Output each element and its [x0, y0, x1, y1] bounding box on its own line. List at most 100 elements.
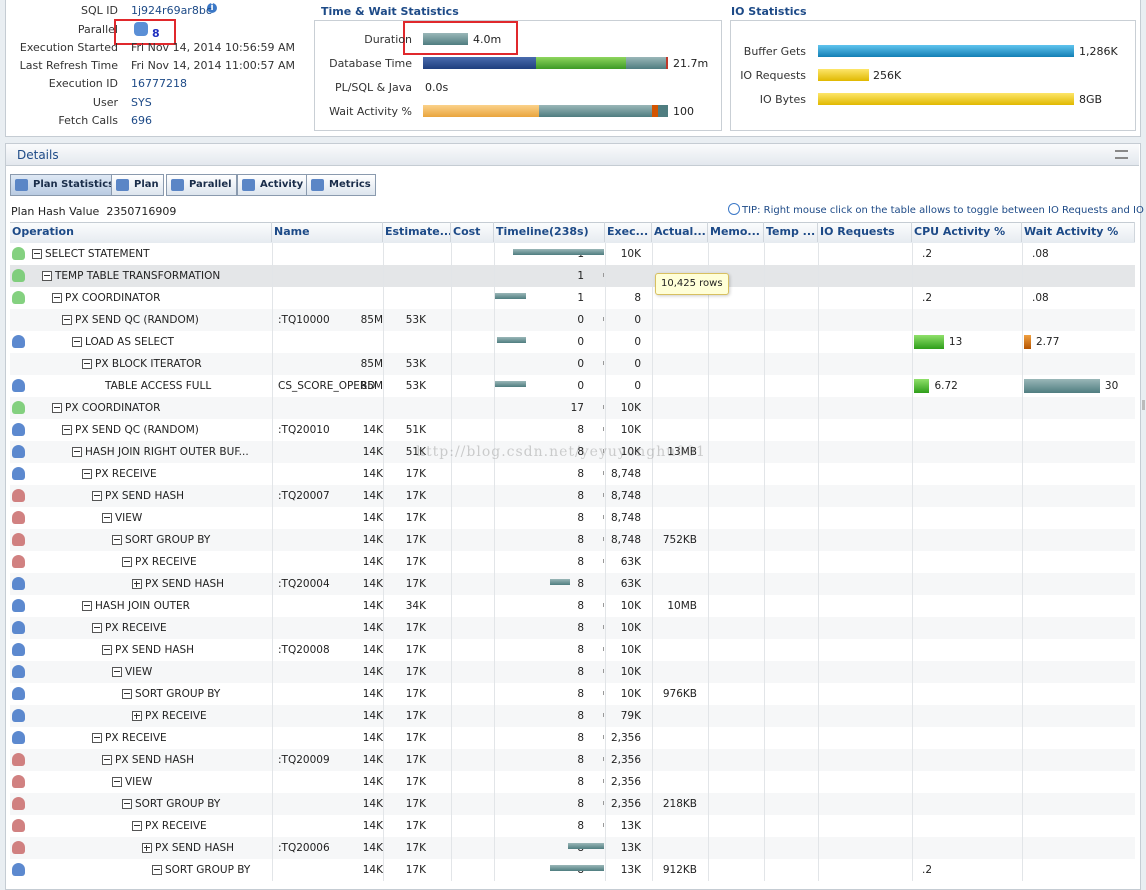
cell-5: 8,748 — [581, 529, 641, 551]
expander[interactable] — [72, 447, 82, 457]
col-sep — [451, 551, 452, 573]
expander[interactable] — [62, 425, 72, 435]
scroll-handle[interactable] — [1142, 400, 1145, 410]
expander[interactable] — [122, 689, 132, 699]
col-sep — [912, 353, 913, 375]
collapse-icon[interactable] — [1115, 150, 1128, 159]
expander[interactable] — [52, 403, 62, 413]
col-sep — [818, 463, 819, 485]
expander[interactable] — [122, 799, 132, 809]
column-header[interactable]: Actual... — [652, 222, 708, 242]
col-sep — [652, 573, 653, 595]
expander[interactable] — [152, 865, 162, 875]
col-sep — [383, 771, 384, 793]
time-label: Duration — [320, 33, 412, 46]
io-bar — [818, 93, 1074, 105]
plan-row[interactable]: PX SEND HASH:TQ2000614K17K813K — [10, 837, 1135, 859]
col-sep — [912, 727, 913, 749]
column-header[interactable]: Temp ... — [764, 222, 818, 242]
expander[interactable] — [92, 733, 102, 743]
expander[interactable] — [82, 359, 92, 369]
expander[interactable] — [92, 491, 102, 501]
tab[interactable]: Plan — [111, 174, 164, 196]
col-sep — [494, 595, 495, 617]
tab[interactable]: Activity — [237, 174, 308, 196]
cell-3: 17K — [366, 705, 426, 727]
col-sep — [764, 353, 765, 375]
cell-4: 1 — [524, 287, 584, 309]
expander[interactable] — [132, 821, 142, 831]
column-header[interactable]: Estimate... — [383, 222, 451, 242]
col-sep — [605, 595, 606, 617]
expander[interactable] — [132, 579, 142, 589]
col-sep — [708, 595, 709, 617]
col-sep — [708, 793, 709, 815]
plan-row[interactable]: SELECT STATEMENT110K.2.08 — [10, 243, 1135, 265]
tab[interactable]: Metrics — [306, 174, 376, 196]
col-sep — [494, 331, 495, 353]
column-header[interactable]: IO Requests — [818, 222, 912, 242]
cell-4: 8 — [524, 551, 584, 573]
column-header[interactable]: Timeline(238s) — [494, 222, 605, 242]
column-header[interactable]: Memo... — [708, 222, 764, 242]
col-sep — [1022, 727, 1023, 749]
expander[interactable] — [102, 755, 112, 765]
col-sep — [912, 551, 913, 573]
expander[interactable] — [102, 513, 112, 523]
expander[interactable] — [122, 557, 132, 567]
expander[interactable] — [52, 293, 62, 303]
expander[interactable] — [92, 623, 102, 633]
tab[interactable]: Parallel — [166, 174, 237, 196]
column-header[interactable]: Wait Activity % — [1022, 222, 1135, 242]
plan-row[interactable]: SORT GROUP BY14K17K813K912KB.2 — [10, 859, 1135, 881]
column-header[interactable]: Cost — [451, 222, 494, 242]
expander[interactable] — [82, 601, 92, 611]
expander[interactable] — [142, 843, 152, 853]
expander[interactable] — [32, 249, 42, 259]
expander[interactable] — [132, 711, 142, 721]
expander[interactable] — [82, 469, 92, 479]
expander[interactable] — [112, 535, 122, 545]
expander[interactable] — [42, 271, 52, 281]
column-header[interactable]: Operation — [10, 222, 272, 242]
expander[interactable] — [112, 777, 122, 787]
col-sep — [652, 485, 653, 507]
expander[interactable] — [112, 667, 122, 677]
column-header[interactable]: Name — [272, 222, 383, 242]
expander[interactable] — [102, 645, 112, 655]
summary-value[interactable]: 1j924r69ar8bc — [131, 4, 212, 17]
timeline-tick — [603, 273, 604, 277]
column-header[interactable]: Exec... — [605, 222, 652, 242]
cell-5: 8,748 — [581, 507, 641, 529]
tab[interactable]: Plan Statistics — [10, 174, 119, 196]
column-header[interactable]: CPU Activity % — [912, 222, 1022, 242]
timeline-tick — [603, 471, 604, 475]
expander[interactable] — [72, 337, 82, 347]
expander[interactable] — [62, 315, 72, 325]
